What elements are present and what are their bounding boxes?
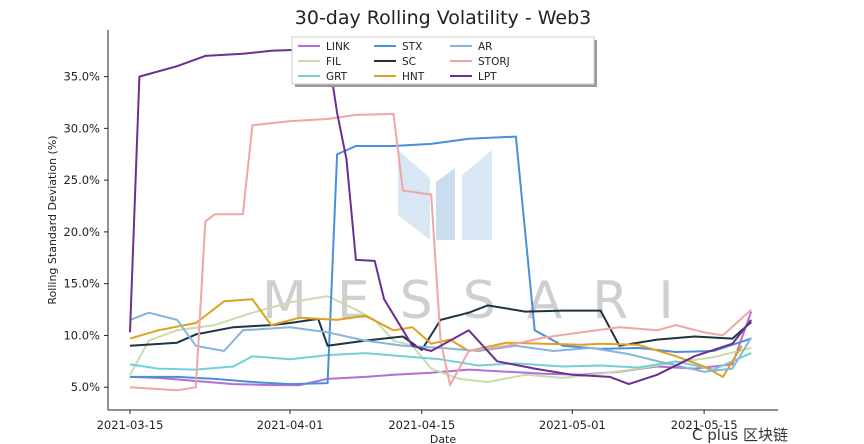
- legend-label-link: LINK: [326, 41, 351, 53]
- legend-label-fil: FIL: [326, 56, 341, 68]
- series-line-grt: [129, 352, 752, 371]
- corner-watermark: C plus 区块链: [692, 426, 788, 444]
- messari-watermark: MESSARI: [262, 150, 704, 331]
- legend-box: [291, 36, 595, 85]
- legend-label-storj: STORJ: [478, 56, 510, 68]
- x-tick-label: 2021-04-15: [388, 418, 455, 432]
- x-axis-label: Date: [430, 433, 457, 444]
- legend-label-stx: STX: [402, 41, 422, 53]
- series-line-storj: [129, 112, 752, 392]
- watermark-text: MESSARI: [262, 271, 704, 331]
- series-line-lpt: [129, 48, 752, 386]
- x-tick-label: 2021-05-15: [671, 418, 738, 432]
- y-tick-label: 30.0%: [63, 121, 100, 135]
- series-line-hnt: [129, 298, 743, 378]
- x-tick-label: 2021-05-01: [539, 418, 606, 432]
- watermark-logo-middle: [436, 168, 455, 240]
- y-tick-label: 15.0%: [63, 277, 100, 291]
- y-axis-label: Rolling Standard Deviation (%): [46, 135, 59, 304]
- legend-items: LINK FIL GRT STX SC HNT AR STORJ LPT: [298, 41, 510, 83]
- y-tick-label: 5.0%: [71, 380, 100, 394]
- chart-title: 30-day Rolling Volatility - Web3: [295, 7, 591, 29]
- watermark-logo-right: [462, 150, 492, 240]
- y-tick-label: 10.0%: [63, 328, 100, 342]
- axes: 5.0% 10.0% 15.0% 20.0% 25.0% 30.0% 35.0% 2021-…: [63, 30, 778, 432]
- watermark-logo-left: [398, 150, 430, 240]
- legend-label-sc: SC: [402, 56, 416, 68]
- legend-label-ar: AR: [478, 41, 492, 53]
- plot-area: [129, 48, 753, 392]
- x-tick-label: 2021-03-15: [97, 418, 164, 432]
- y-ticks: 5.0% 10.0% 15.0% 20.0% 25.0% 30.0% 35.0%: [63, 70, 108, 394]
- series-line-stx: [130, 135, 752, 386]
- y-tick-label: 25.0%: [63, 173, 100, 187]
- y-tick-label: 20.0%: [63, 225, 100, 239]
- legend-label-grt: GRT: [326, 71, 348, 83]
- series-line-ar: [129, 311, 753, 373]
- legend-label-lpt: LPT: [478, 71, 497, 83]
- series-line-sc: [129, 304, 752, 351]
- x-ticks: 2021-03-15 2021-04-01 2021-04-15 2021-05-01…: [97, 410, 738, 432]
- y-tick-label: 35.0%: [63, 70, 100, 84]
- legend-label-hnt: HNT: [402, 71, 425, 83]
- legend: LINK FIL GRT STX SC HNT AR STORJ LPT: [291, 36, 597, 87]
- x-tick-label: 2021-04-01: [257, 418, 324, 432]
